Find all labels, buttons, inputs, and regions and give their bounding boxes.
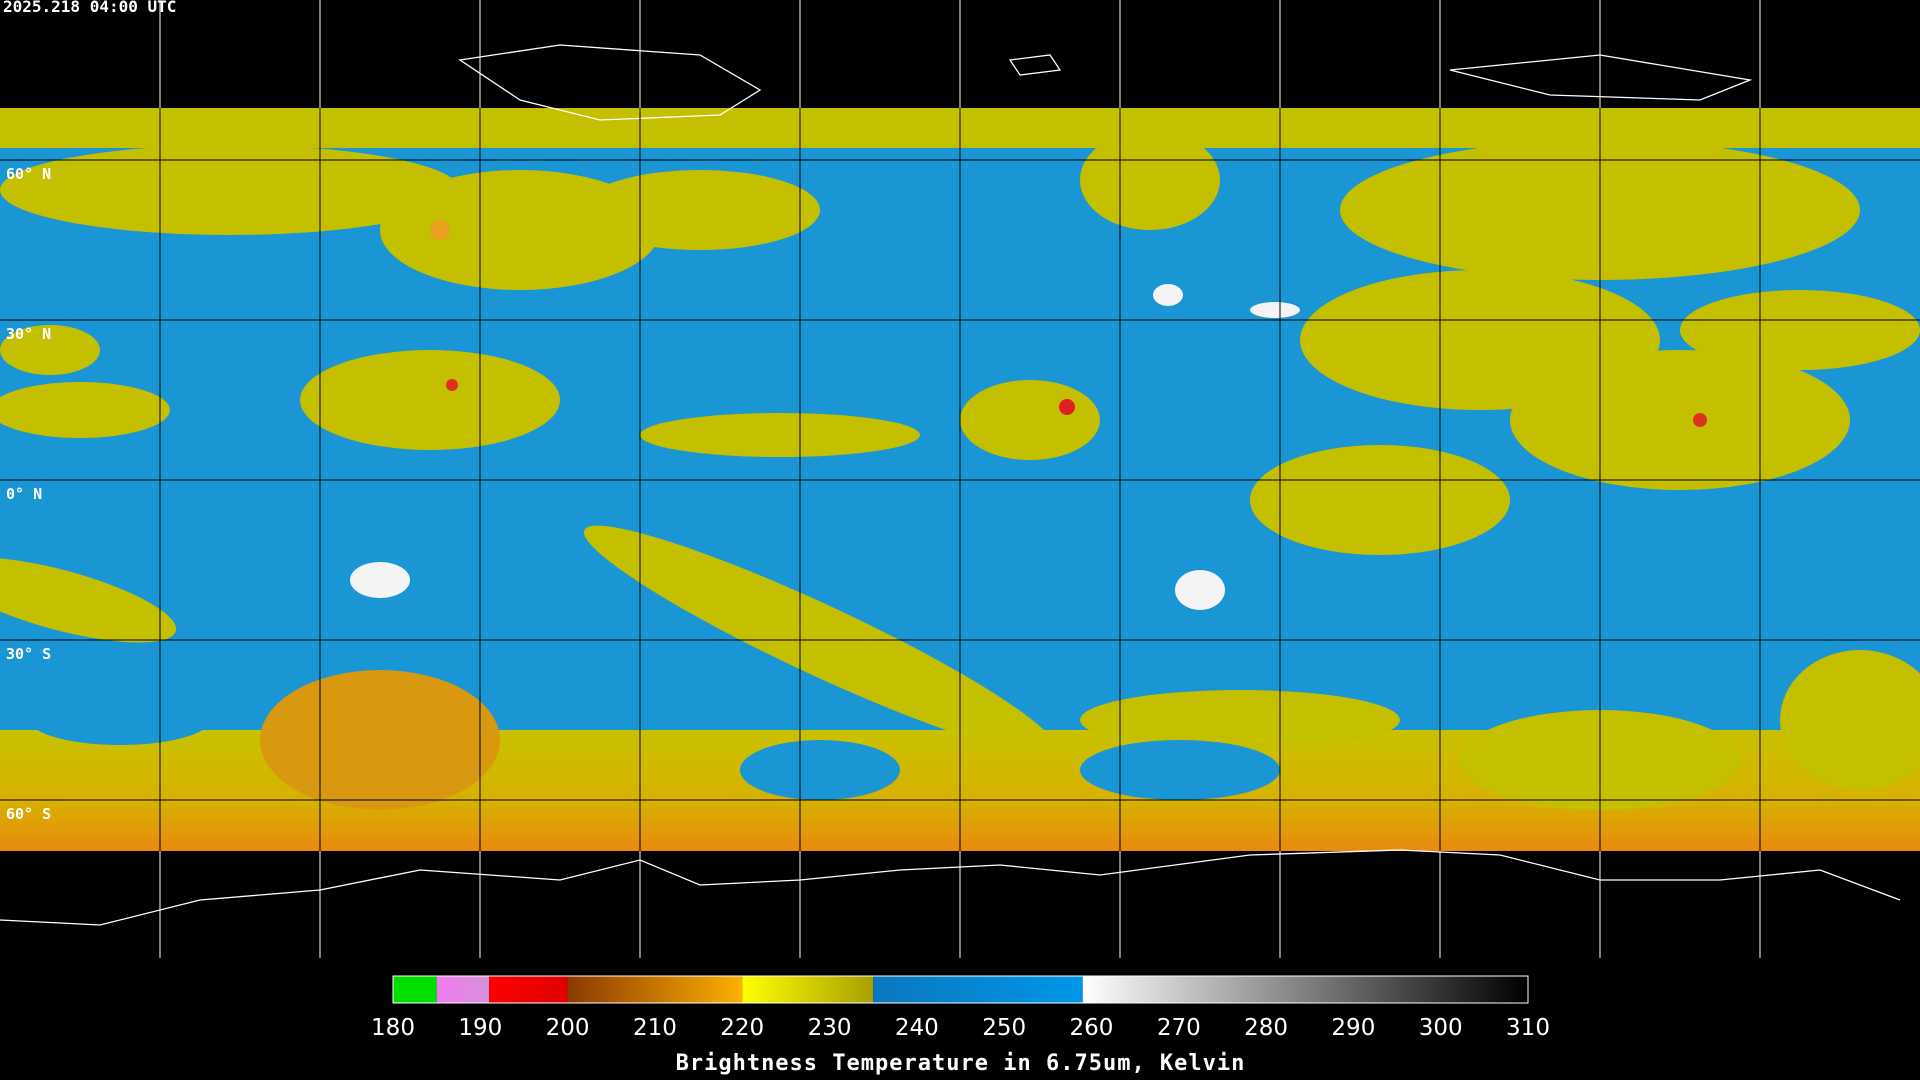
colorbar-tick-label: 300: [1419, 1015, 1463, 1041]
latitude-labels: 60° N 30° N 0° N 30° S 60° S: [6, 165, 51, 823]
colorbar-segment: [742, 976, 874, 1003]
latitude-label: 30° S: [6, 645, 51, 663]
latitude-label: 60° N: [6, 165, 51, 183]
colorbar-tick-label: 210: [633, 1015, 677, 1041]
colorbar-segment: [1082, 976, 1528, 1003]
colorbar: 180 190 200 210 220 230 240 250 260 270 280 290 300 3…: [371, 975, 1550, 1076]
colorbar-segment: [393, 976, 437, 1003]
latitude-label: 60° S: [6, 805, 51, 823]
colorbar-tick-label: 230: [808, 1015, 852, 1041]
colorbar-tick-label: 260: [1070, 1015, 1114, 1041]
timestamp: 2025.218 04:00 UTC: [3, 0, 176, 16]
colorbar-tick-label: 270: [1157, 1015, 1201, 1041]
colorbar-tick-label: 200: [546, 1015, 590, 1041]
coastlines: [0, 44, 1901, 926]
colorbar-tick-label: 180: [371, 1015, 415, 1041]
colorbar-tick-label: 190: [458, 1015, 502, 1041]
colorbar-segment: [436, 976, 490, 1003]
colorbar-tick-label: 250: [982, 1015, 1026, 1041]
colorbar-title: Brightness Temperature in 6.75um, Kelvin: [676, 1051, 1246, 1076]
colorbar-tick-label: 220: [720, 1015, 764, 1041]
latitude-label: 0° N: [6, 485, 42, 503]
colorbar-tick-label: 280: [1244, 1015, 1288, 1041]
colorbar-tick-label: 240: [895, 1015, 939, 1041]
colorbar-frame: [392, 975, 1529, 1004]
colorbar-tick-label: 290: [1331, 1015, 1375, 1041]
graticule: [0, 108, 1920, 851]
colorbar-segment: [873, 976, 1083, 1003]
latitude-label: 30° N: [6, 325, 51, 343]
colorbar-tick-label: 310: [1506, 1015, 1550, 1041]
colorbar-segment: [567, 976, 743, 1003]
colorbar-segment: [489, 976, 568, 1003]
